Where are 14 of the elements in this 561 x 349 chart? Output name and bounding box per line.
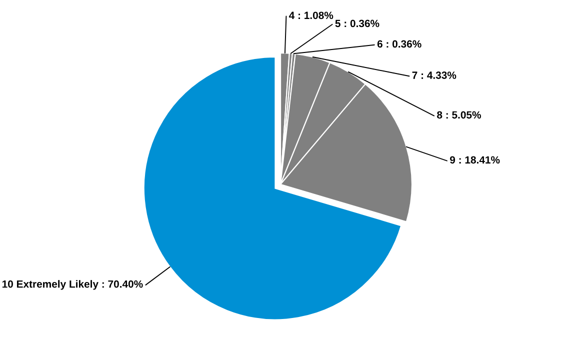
slice-label: 10 Extremely Likely: [2, 280, 98, 290]
data-label: : 1.08%: [298, 12, 334, 20]
slice-label: 5: [335, 20, 340, 28]
slice-label: 7: [412, 72, 418, 79]
data-label: : 70.40%: [102, 280, 143, 288]
data-label: : 18.41%: [459, 156, 500, 164]
data-label: : 5.05%: [446, 111, 482, 119]
slice-label: 8: [437, 111, 442, 119]
slice-label: 6: [377, 40, 382, 48]
slice-label: 4: [288, 12, 295, 19]
data-label: : 0.36%: [344, 20, 380, 28]
data-label: : 0.36%: [386, 40, 422, 48]
data-label: : 4.33%: [422, 72, 456, 79]
slice-label: 9: [450, 156, 456, 164]
